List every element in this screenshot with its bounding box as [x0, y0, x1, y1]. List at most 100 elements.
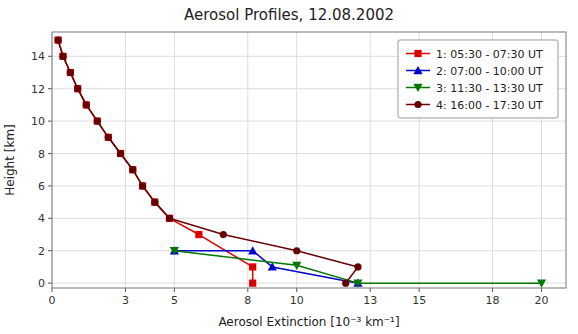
y-grid-line: [52, 121, 566, 122]
series-line: [58, 40, 358, 283]
point: [67, 69, 74, 76]
series: [170, 247, 546, 288]
y-grid-line: [52, 218, 566, 219]
point: [151, 199, 158, 206]
point: [129, 166, 136, 173]
series: [55, 37, 257, 287]
x-tick: [52, 288, 53, 292]
point: [117, 150, 124, 157]
series: [55, 37, 362, 287]
legend-swatch-marker: [414, 50, 421, 57]
y-tick: [48, 283, 52, 284]
series-line: [174, 251, 358, 283]
y-grid-line: [52, 153, 566, 154]
legend-label: 1: 05:30 - 07:30 UT: [436, 48, 543, 61]
x-tick-label: 0: [49, 294, 56, 307]
x-tick: [247, 288, 248, 292]
series-line: [174, 251, 541, 283]
point: [83, 101, 90, 108]
plot-frame: [52, 32, 566, 288]
series: [170, 246, 363, 287]
legend-swatch-marker: [413, 66, 422, 74]
series-line: [58, 40, 253, 283]
point: [59, 53, 66, 60]
point: [139, 182, 146, 189]
x-tick-label: 8: [244, 294, 251, 307]
y-tick-label: 6: [38, 180, 45, 193]
axes: 0358101315182002468101214: [31, 32, 566, 307]
y-grid-line: [52, 185, 566, 186]
legend-label: 4: 16:00 - 17:30 UT: [436, 99, 543, 112]
point: [268, 262, 277, 270]
point: [55, 37, 62, 44]
x-tick: [125, 288, 126, 292]
x-tick-label: 15: [412, 294, 426, 307]
x-axis-label: Aerosol Extinction [10⁻³ km⁻¹]: [218, 315, 399, 329]
chart-container: 0358101315182002468101214Aerosol Profile…: [0, 0, 578, 334]
point: [293, 247, 300, 254]
y-tick-label: 2: [38, 245, 45, 258]
point: [170, 246, 179, 254]
point: [220, 231, 227, 238]
x-tick: [419, 288, 420, 292]
point: [94, 118, 101, 125]
point: [94, 118, 101, 125]
x-tick: [541, 288, 542, 292]
point: [151, 199, 158, 206]
point: [166, 215, 173, 222]
x-tick: [296, 288, 297, 292]
y-tick-label: 4: [38, 212, 45, 225]
point: [59, 53, 66, 60]
legend-swatch-marker: [413, 84, 422, 92]
y-tick: [48, 88, 52, 89]
legend-swatch-marker: [414, 101, 421, 108]
point: [248, 246, 257, 254]
y-grid-line: [52, 250, 566, 251]
y-tick-label: 0: [38, 277, 45, 290]
x-tick: [370, 288, 371, 292]
point: [249, 280, 256, 287]
x-tick: [174, 288, 175, 292]
point: [537, 279, 546, 287]
y-tick: [48, 121, 52, 122]
x-grid-line: [247, 32, 248, 288]
y-tick-label: 12: [31, 83, 45, 96]
point: [166, 215, 173, 222]
grid: [52, 32, 566, 288]
legend-box: [398, 40, 558, 118]
title: Aerosol Profiles, 12.08.2002: [184, 6, 394, 24]
x-tick: [492, 288, 493, 292]
point: [74, 85, 81, 92]
x-tick-label: 10: [290, 294, 304, 307]
legend-label: 2: 07:00 - 10:00 UT: [436, 65, 543, 78]
point: [249, 263, 256, 270]
point: [354, 263, 361, 270]
chart: 0358101315182002468101214Aerosol Profile…: [0, 0, 578, 334]
point: [353, 279, 362, 287]
y-tick: [48, 185, 52, 186]
x-grid-line: [370, 32, 371, 288]
x-tick-label: 3: [122, 294, 129, 307]
x-tick-label: 5: [171, 294, 178, 307]
plot-background: [52, 32, 566, 288]
x-tick-label: 18: [486, 294, 500, 307]
y-tick-label: 10: [31, 115, 45, 128]
point: [105, 134, 112, 141]
point: [105, 134, 112, 141]
y-axis-label: Height [km]: [3, 124, 17, 195]
y-tick: [48, 56, 52, 57]
point: [139, 182, 146, 189]
y-tick: [48, 153, 52, 154]
point: [55, 37, 62, 44]
point: [195, 231, 202, 238]
y-tick: [48, 250, 52, 251]
point: [74, 85, 81, 92]
x-tick-label: 13: [363, 294, 377, 307]
point: [83, 101, 90, 108]
point: [117, 150, 124, 157]
point: [342, 280, 349, 287]
legend-label: 3: 11:30 - 13:30 UT: [436, 82, 543, 95]
point: [170, 247, 179, 255]
data-area: [55, 37, 547, 288]
point: [292, 262, 301, 270]
